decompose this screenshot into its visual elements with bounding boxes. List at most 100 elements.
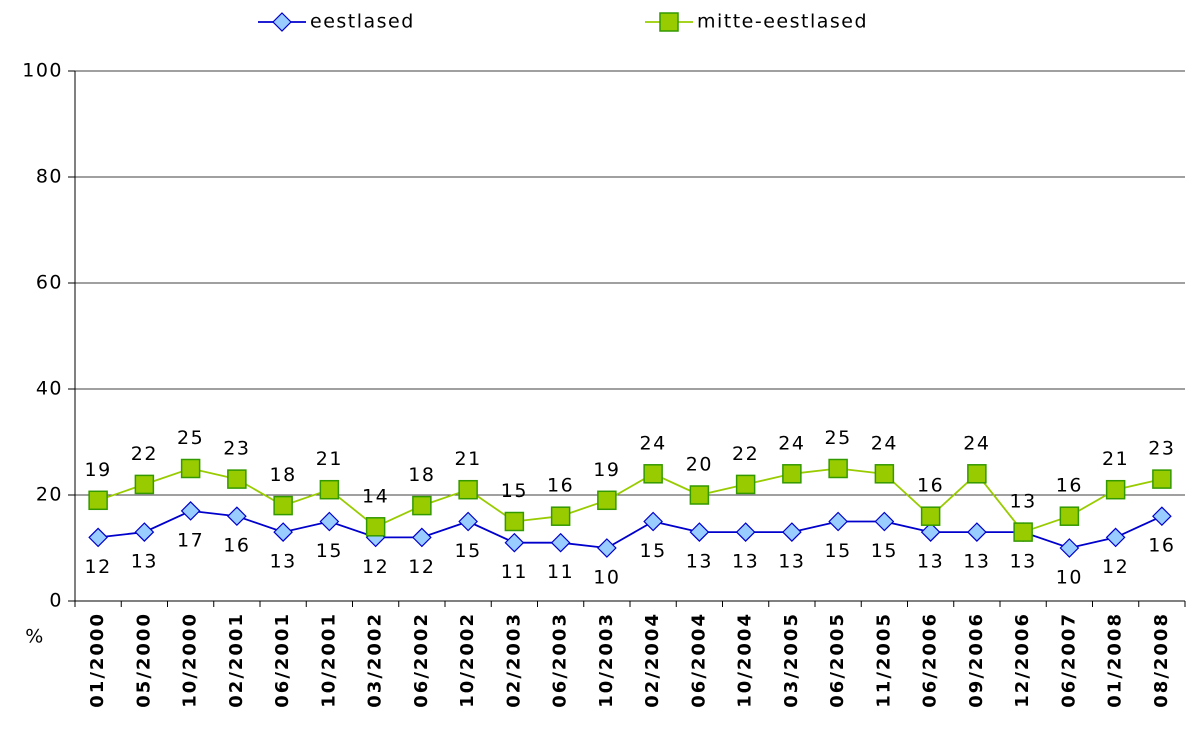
data-label: 13 bbox=[963, 551, 990, 573]
x-tick-label: 06/2002 bbox=[411, 612, 432, 708]
data-label: 13 bbox=[732, 551, 759, 573]
data-point bbox=[365, 517, 386, 537]
y-tick-label: 40 bbox=[36, 378, 63, 400]
data-point bbox=[180, 501, 201, 521]
data-label: 25 bbox=[177, 427, 204, 449]
x-tick-label: 12/2006 bbox=[1012, 612, 1033, 708]
data-label: 24 bbox=[640, 432, 667, 454]
data-label: 13 bbox=[917, 551, 944, 573]
data-label: 20 bbox=[686, 454, 713, 476]
data-point bbox=[643, 511, 663, 532]
data-label: 13 bbox=[778, 551, 805, 573]
x-tick-label: 06/2006 bbox=[920, 612, 941, 708]
data-point bbox=[272, 12, 292, 32]
data-point bbox=[828, 458, 848, 479]
data-point bbox=[1105, 479, 1126, 500]
data-label: 15 bbox=[640, 540, 667, 562]
x-tick-label: 10/2000 bbox=[180, 612, 201, 708]
data-point bbox=[227, 469, 247, 489]
data-point bbox=[504, 511, 525, 532]
data-label: 12 bbox=[408, 556, 435, 578]
data-label: 12 bbox=[1102, 556, 1129, 578]
y-tick-label: 20 bbox=[36, 484, 63, 506]
y-tick-label: 60 bbox=[36, 272, 63, 294]
data-point bbox=[597, 490, 617, 511]
x-tick-label: 10/2001 bbox=[318, 612, 339, 708]
data-point bbox=[659, 12, 679, 32]
data-point bbox=[735, 474, 756, 495]
x-tick-label: 02/2003 bbox=[503, 612, 524, 708]
data-point bbox=[458, 479, 478, 500]
data-label: 15 bbox=[501, 480, 528, 502]
data-point bbox=[458, 511, 478, 532]
data-point bbox=[782, 464, 802, 484]
x-tick-label: 03/2002 bbox=[365, 612, 386, 708]
data-label: 15 bbox=[871, 540, 898, 562]
data-label: 13 bbox=[686, 551, 713, 573]
data-point bbox=[550, 506, 571, 526]
data-point bbox=[920, 506, 941, 526]
x-tick-label: 01/2000 bbox=[87, 612, 108, 708]
data-point bbox=[1013, 522, 1033, 542]
x-tick-label: 06/2005 bbox=[827, 612, 848, 708]
data-point bbox=[88, 527, 108, 548]
data-label: 15 bbox=[316, 540, 343, 562]
x-tick-label: 06/2003 bbox=[550, 612, 571, 708]
data-point bbox=[134, 474, 155, 495]
data-label: 14 bbox=[362, 485, 389, 507]
x-tick-label: 10/2002 bbox=[457, 612, 478, 708]
data-point bbox=[967, 464, 987, 484]
data-point bbox=[227, 506, 247, 527]
x-tick-label: 05/2000 bbox=[133, 612, 154, 708]
x-tick-label: 10/2003 bbox=[596, 612, 617, 708]
data-label: 25 bbox=[825, 427, 852, 449]
data-label: 19 bbox=[593, 459, 620, 481]
data-label: 23 bbox=[1148, 438, 1175, 460]
data-point bbox=[643, 464, 663, 484]
data-label: 15 bbox=[455, 540, 482, 562]
x-tick-label: 06/2004 bbox=[688, 612, 709, 708]
data-label: 19 bbox=[85, 459, 112, 481]
x-tick-label: 01/2008 bbox=[1105, 612, 1126, 708]
data-label: 11 bbox=[501, 561, 528, 583]
data-point bbox=[1152, 506, 1172, 527]
data-label: 21 bbox=[1102, 448, 1129, 470]
data-label: 16 bbox=[223, 535, 250, 557]
data-point bbox=[874, 464, 895, 484]
data-point bbox=[597, 538, 617, 558]
data-point bbox=[967, 522, 987, 542]
data-label: 24 bbox=[963, 432, 990, 454]
data-label: 13 bbox=[131, 551, 158, 573]
x-tick-label: 02/2004 bbox=[642, 612, 663, 708]
data-point bbox=[874, 511, 895, 532]
data-point bbox=[273, 522, 293, 542]
data-point bbox=[88, 490, 108, 511]
y-tick-label: 80 bbox=[36, 166, 63, 188]
data-label: 13 bbox=[1010, 491, 1037, 513]
data-point bbox=[689, 522, 710, 542]
y-axis-label: % bbox=[25, 626, 45, 648]
data-point bbox=[134, 522, 155, 542]
legend-label: eestlased bbox=[310, 11, 415, 33]
data-label: 21 bbox=[455, 448, 482, 470]
data-point bbox=[1105, 527, 1126, 548]
data-label: 21 bbox=[316, 448, 343, 470]
data-label: 16 bbox=[1148, 535, 1175, 557]
data-point bbox=[1152, 469, 1172, 489]
x-tick-label: 08/2008 bbox=[1151, 612, 1172, 708]
data-label: 18 bbox=[408, 464, 435, 486]
data-label: 16 bbox=[547, 475, 574, 497]
data-point bbox=[920, 522, 941, 542]
y-tick-label: 0 bbox=[49, 590, 63, 612]
data-label: 13 bbox=[270, 551, 297, 573]
x-tick-label: 10/2004 bbox=[735, 612, 756, 708]
legend-label: mitte-eestlased bbox=[697, 11, 868, 33]
x-tick-label: 06/2001 bbox=[272, 612, 293, 708]
data-point bbox=[689, 485, 710, 505]
data-label: 18 bbox=[270, 464, 297, 486]
data-point bbox=[735, 522, 756, 542]
x-tick-label: 09/2006 bbox=[966, 612, 987, 708]
data-point bbox=[1059, 538, 1080, 558]
data-label: 22 bbox=[131, 443, 158, 465]
